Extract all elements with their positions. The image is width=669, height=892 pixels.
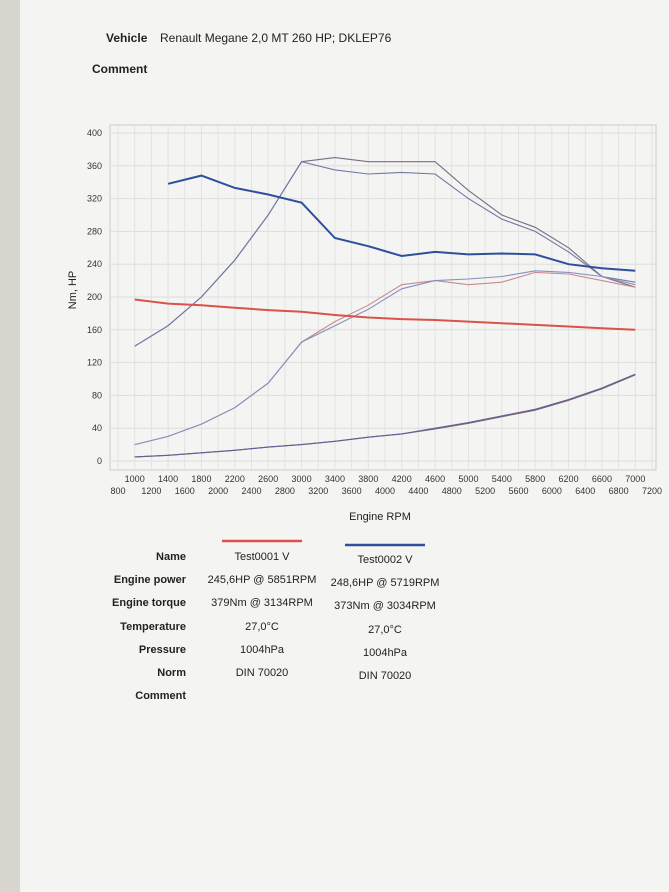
y-tick-label: 280 xyxy=(87,226,102,236)
cell: Test0001 V xyxy=(234,551,290,563)
x-tick-label: 5800 xyxy=(525,474,545,484)
row-label: Engine torque xyxy=(112,597,186,609)
row-label: Norm xyxy=(157,667,186,679)
y-tick-label: 200 xyxy=(87,292,102,302)
cell: DIN 70020 xyxy=(359,670,412,682)
cell: 245,6HP @ 5851RPM xyxy=(208,574,317,586)
y-axis-label: Nm, HP xyxy=(67,271,79,310)
x-tick-label: 1200 xyxy=(141,486,161,496)
x-tick-label: 1000 xyxy=(125,474,145,484)
row-label: Name xyxy=(156,551,186,563)
cell: 1004hPa xyxy=(240,644,285,656)
x-tick-label: 4800 xyxy=(442,486,462,496)
cell: 27,0°C xyxy=(368,624,402,636)
x-tick-label: 2600 xyxy=(258,474,278,484)
x-tick-label: 1400 xyxy=(158,474,178,484)
cell: 1004hPa xyxy=(363,647,408,659)
series-line xyxy=(134,270,636,446)
x-tick-label: 2000 xyxy=(208,486,228,496)
cell: DIN 70020 xyxy=(236,667,289,679)
row-label: Temperature xyxy=(120,621,186,633)
y-tick-label: 360 xyxy=(87,161,102,171)
y-tick-label: 0 xyxy=(97,456,102,466)
cell: Test0002 V xyxy=(357,554,413,566)
y-tick-label: 160 xyxy=(87,325,102,335)
x-tick-label: 2400 xyxy=(241,486,261,496)
x-tick-label: 6600 xyxy=(592,474,612,484)
x-tick-label: 4600 xyxy=(425,474,445,484)
x-tick-label: 800 xyxy=(110,486,125,496)
y-tick-label: 40 xyxy=(92,423,102,433)
x-tick-label: 7200 xyxy=(642,486,662,496)
x-tick-label: 1800 xyxy=(191,474,211,484)
y-tick-label: 320 xyxy=(87,194,102,204)
y-tick-label: 240 xyxy=(87,259,102,269)
cell: 379Nm @ 3134RPM xyxy=(211,597,313,609)
x-tick-label: 5000 xyxy=(458,474,478,484)
x-tick-label: 3000 xyxy=(292,474,312,484)
series-line xyxy=(134,373,636,458)
series-line xyxy=(167,174,636,272)
x-tick-label: 1600 xyxy=(175,486,195,496)
x-tick-label: 6200 xyxy=(559,474,579,484)
comment-label: Comment xyxy=(92,62,147,76)
x-tick-label: 3200 xyxy=(308,486,328,496)
row-label: Engine power xyxy=(114,574,187,586)
cell: 27,0°C xyxy=(245,621,279,633)
x-tick-label: 3800 xyxy=(358,474,378,484)
row-label: Comment xyxy=(135,690,186,702)
cell: 373Nm @ 3034RPM xyxy=(334,600,436,612)
x-tick-label: 6400 xyxy=(575,486,595,496)
x-tick-label: 6800 xyxy=(609,486,629,496)
x-tick-label: 7000 xyxy=(625,474,645,484)
x-tick-label: 4400 xyxy=(408,486,428,496)
x-axis-label: Engine RPM xyxy=(349,511,411,523)
vehicle-label: Vehicle xyxy=(106,31,148,45)
x-tick-label: 6000 xyxy=(542,486,562,496)
x-tick-label: 2800 xyxy=(275,486,295,496)
series-line xyxy=(134,298,636,331)
vehicle: Renault Megane 2,0 MT 260 HP; DKLEP76 xyxy=(160,31,392,45)
y-tick-label: 120 xyxy=(87,358,102,368)
x-tick-label: 5600 xyxy=(508,486,528,496)
cell: 248,6HP @ 5719RPM xyxy=(331,577,440,589)
paper xyxy=(20,0,669,892)
row-label: Pressure xyxy=(139,644,186,656)
series-line xyxy=(134,161,636,347)
x-tick-label: 5400 xyxy=(492,474,512,484)
x-tick-label: 4000 xyxy=(375,486,395,496)
y-tick-label: 80 xyxy=(92,390,102,400)
x-tick-label: 4200 xyxy=(392,474,412,484)
x-tick-label: 3600 xyxy=(342,486,362,496)
y-tick-label: 400 xyxy=(87,128,102,138)
x-tick-label: 5200 xyxy=(475,486,495,496)
x-tick-label: 2200 xyxy=(225,474,245,484)
x-tick-label: 3400 xyxy=(325,474,345,484)
